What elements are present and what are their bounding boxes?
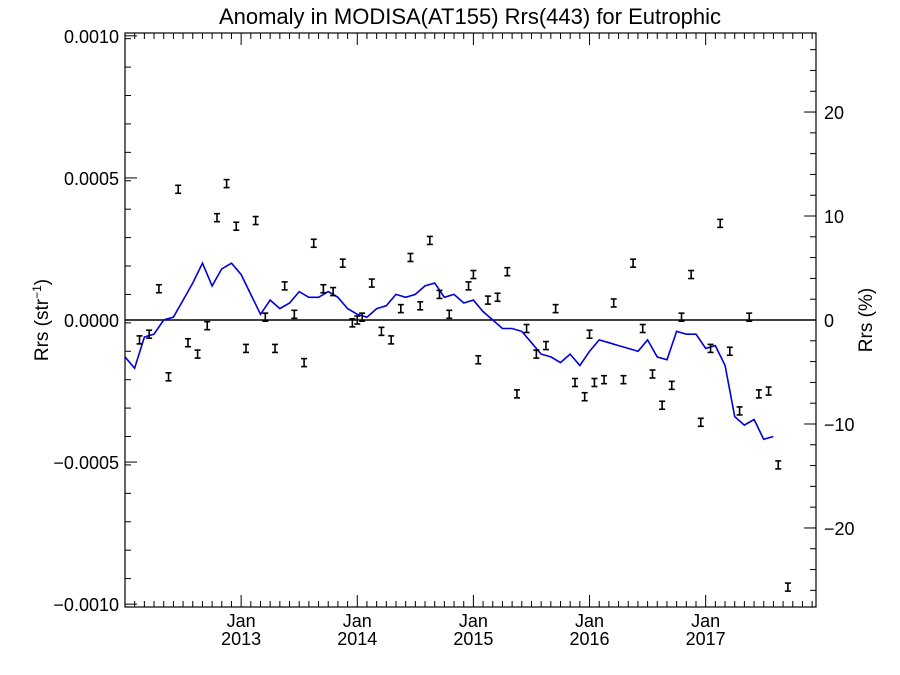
errorbar-point bbox=[484, 295, 491, 305]
errorbar-point bbox=[426, 235, 433, 246]
errorbar-point bbox=[736, 406, 743, 416]
y-left-tick-label: −0.0010 bbox=[53, 595, 119, 615]
errorbar-point bbox=[533, 349, 540, 359]
errorbar-point bbox=[470, 269, 477, 280]
errorbar-point bbox=[233, 221, 240, 232]
errorbar-point bbox=[446, 309, 453, 320]
errorbar-point bbox=[378, 326, 385, 337]
errorbar-point bbox=[349, 318, 356, 328]
trend-line-layer bbox=[124, 261, 774, 441]
x-tick-month-label: Jan bbox=[227, 611, 256, 631]
x-tick-year-label: 2016 bbox=[570, 629, 610, 649]
y-right-tick-label: 0 bbox=[824, 311, 834, 331]
errorbar-point bbox=[678, 312, 685, 322]
errorbar-point bbox=[649, 369, 656, 379]
errorbar-point bbox=[330, 286, 337, 297]
errorbar-point bbox=[591, 377, 598, 388]
errorbar-point bbox=[320, 283, 327, 294]
y-right-tick-label: 10 bbox=[824, 207, 844, 227]
x-tick-month-label: Jan bbox=[691, 611, 720, 631]
errorbar-point bbox=[552, 303, 559, 314]
errorbar-point bbox=[697, 417, 704, 428]
errorbar-point bbox=[213, 212, 220, 223]
errorbar-point bbox=[475, 354, 482, 365]
errorbar-point bbox=[339, 258, 346, 268]
errorbar-point bbox=[397, 303, 404, 314]
x-tick-year-label: 2017 bbox=[686, 629, 726, 649]
errorbar-point bbox=[465, 281, 472, 291]
x-tick-month-label: Jan bbox=[343, 611, 372, 631]
errorbar-point bbox=[659, 400, 666, 411]
errorbar-point bbox=[204, 320, 211, 331]
errorbar-point bbox=[688, 269, 695, 280]
y-left-tick-label: −0.0005 bbox=[53, 453, 119, 473]
errorbar-point bbox=[775, 460, 782, 470]
y-axis-right-label: Rrs (%) bbox=[856, 288, 877, 352]
errorbar-point bbox=[765, 386, 772, 396]
errorbar-point bbox=[601, 374, 608, 385]
errorbar-point bbox=[136, 335, 143, 345]
errorbar-point bbox=[513, 389, 520, 399]
y-left-tick-label: 0.0010 bbox=[64, 27, 119, 47]
x-tick-year-label: 2013 bbox=[221, 629, 261, 649]
errorbar-point bbox=[707, 343, 714, 354]
errorbar-point bbox=[717, 218, 724, 229]
errorbar-point bbox=[252, 215, 259, 226]
errorbar-point bbox=[542, 340, 549, 351]
errorbar-point bbox=[155, 283, 162, 294]
x-tick-year-label: 2015 bbox=[453, 629, 493, 649]
x-tick-month-label: Jan bbox=[575, 611, 604, 631]
errorbar-layer bbox=[136, 178, 791, 592]
errorbar-point bbox=[388, 335, 395, 345]
errorbar-point bbox=[417, 300, 424, 311]
x-tick-year-label: 2014 bbox=[337, 629, 377, 649]
errorbar-point bbox=[620, 374, 627, 385]
errorbar-point bbox=[146, 329, 153, 340]
errorbar-point bbox=[407, 252, 414, 263]
errorbar-point bbox=[310, 238, 317, 249]
errorbar-point bbox=[175, 184, 182, 195]
errorbar-point bbox=[746, 312, 753, 322]
errorbar-point bbox=[359, 312, 366, 322]
plot-frame bbox=[124, 32, 817, 608]
errorbar-point bbox=[184, 337, 191, 348]
y-right-tick-label: 20 bbox=[824, 103, 844, 123]
y-axis-left-label: Rrs (str−1) bbox=[30, 279, 53, 361]
errorbar-point bbox=[223, 178, 230, 189]
axes-layer: 0.0010 0.0005 0.0000 −0.0005 −0.0010 20 10 0 −10… bbox=[53, 27, 854, 649]
errorbar-point bbox=[755, 389, 762, 399]
errorbar-point bbox=[494, 292, 501, 303]
errorbar-point bbox=[291, 309, 298, 320]
errorbar-point bbox=[610, 298, 617, 308]
errorbar-point bbox=[165, 372, 172, 382]
x-tick-month-label: Jan bbox=[459, 611, 488, 631]
errorbar-point bbox=[639, 323, 646, 334]
errorbar-point bbox=[354, 315, 361, 325]
y-left-tick-label: 0.0005 bbox=[64, 169, 119, 189]
errorbar-point bbox=[243, 343, 250, 354]
chart-title: Anomaly in MODISA(AT155) Rrs(443) for Eu… bbox=[219, 4, 721, 29]
errorbar-point bbox=[368, 278, 375, 288]
y-left-tick-label: 0.0000 bbox=[64, 311, 119, 331]
errorbar-point bbox=[668, 380, 675, 391]
errorbar-point bbox=[436, 289, 443, 300]
errorbar-point bbox=[586, 329, 593, 340]
errorbar-point bbox=[194, 349, 201, 359]
y-right-tick-label: −10 bbox=[824, 415, 855, 435]
errorbar-point bbox=[726, 346, 733, 357]
errorbar-point bbox=[262, 312, 269, 322]
y-right-tick-label: −20 bbox=[824, 519, 855, 539]
errorbar-point bbox=[784, 582, 791, 592]
errorbar-point bbox=[504, 266, 511, 277]
errorbar-point bbox=[572, 377, 579, 388]
errorbar-point bbox=[272, 343, 279, 354]
errorbar-point bbox=[523, 323, 530, 334]
errorbar-point bbox=[581, 391, 588, 402]
trend-line bbox=[124, 261, 774, 441]
errorbar-point bbox=[301, 357, 308, 368]
errorbar-point bbox=[630, 258, 637, 268]
errorbar-point bbox=[281, 281, 288, 291]
